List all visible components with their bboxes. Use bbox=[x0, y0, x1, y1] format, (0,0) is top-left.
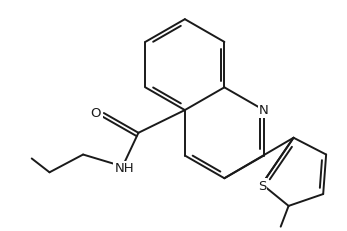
Text: S: S bbox=[258, 180, 266, 193]
Text: NH: NH bbox=[115, 162, 134, 175]
Text: N: N bbox=[259, 103, 269, 117]
Text: O: O bbox=[91, 106, 101, 119]
